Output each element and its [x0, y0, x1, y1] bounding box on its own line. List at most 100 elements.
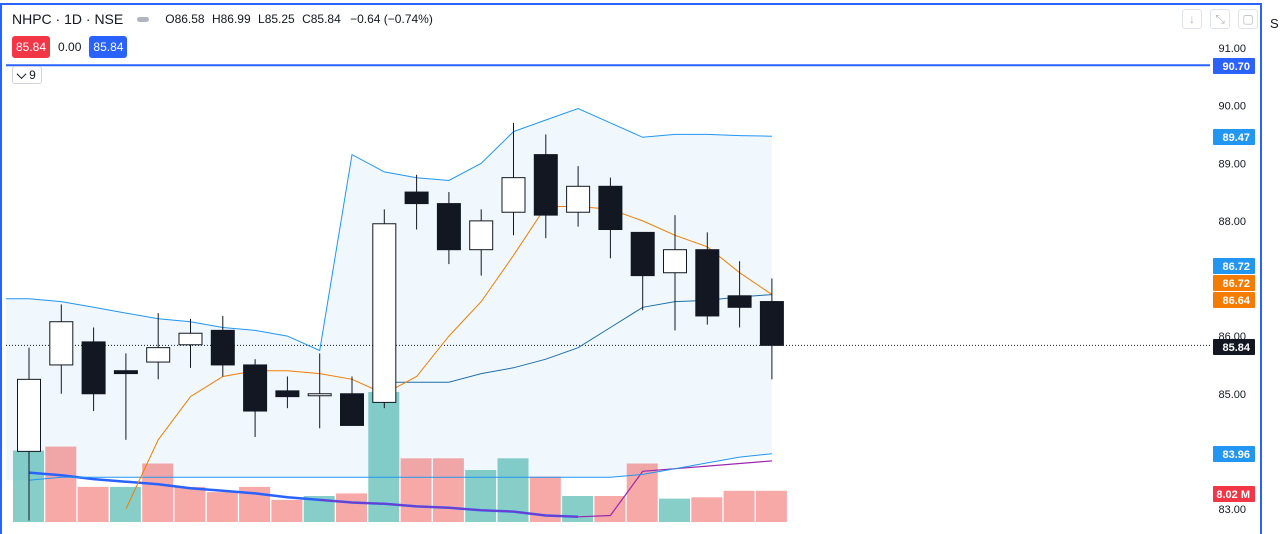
low-label: L: [258, 12, 265, 26]
candle-body: [243, 364, 268, 412]
volume-bar: [562, 496, 594, 522]
volume-bar: [142, 463, 174, 522]
volume-bar: [432, 458, 464, 522]
candle-body: [566, 185, 591, 213]
price-tag-box: [1213, 58, 1255, 74]
high-label: H: [211, 12, 221, 26]
price-tag-box: [1213, 258, 1255, 274]
candle-body: [501, 177, 526, 213]
market-status-icon: [137, 16, 150, 22]
price-tag: 86.72: [1213, 258, 1255, 274]
price-tag-box: [1213, 275, 1255, 291]
volume-bar: [45, 446, 77, 522]
candle-body: [275, 390, 300, 398]
candle: [275, 376, 300, 409]
y-tick-label: 90.00: [1218, 101, 1246, 113]
price-tag-label: 86.72: [1222, 278, 1250, 290]
fullscreen-icon[interactable]: ▢: [1238, 9, 1258, 29]
candle-body: [404, 191, 429, 205]
buy-button[interactable]: 85.84: [89, 36, 128, 58]
candle: [727, 261, 752, 328]
candle-body: [727, 295, 752, 308]
candle-body: [533, 154, 558, 216]
candle: [146, 313, 171, 380]
y-tick-label: 83.00: [1218, 504, 1246, 516]
symbol-title[interactable]: NHPC · 1D · NSE: [12, 11, 124, 27]
indicator-lines: [6, 64, 1210, 510]
volume-bar: [659, 498, 690, 522]
chevron-up-icon: [16, 68, 27, 79]
edge-label: S: [1270, 16, 1279, 31]
candle-body: [630, 231, 655, 277]
volume-bar: [77, 486, 109, 522]
indicators-count: 9: [29, 68, 36, 82]
candle-body: [210, 329, 235, 366]
open-label: O: [165, 12, 175, 26]
price-tag-box: [1213, 446, 1255, 462]
price-tag: 8.02 M: [1213, 486, 1255, 502]
candle: [372, 209, 397, 409]
candle-body: [436, 203, 461, 251]
candle: [210, 315, 235, 377]
candle: [501, 122, 526, 236]
candle-body: [759, 301, 784, 346]
collapse-icon[interactable]: ⤡: [1210, 9, 1230, 29]
chart-frame: [0, 3, 1262, 534]
spread-value: 0.00: [58, 40, 82, 54]
candle: [436, 192, 461, 265]
close-label: C: [302, 12, 311, 26]
volume-bar: [723, 490, 755, 522]
candle: [49, 304, 74, 394]
volume-bar: [271, 499, 303, 522]
arrow-down-icon[interactable]: ↓: [1182, 9, 1202, 29]
candle: [113, 353, 138, 440]
candles[interactable]: [17, 122, 784, 521]
candle-body: [663, 249, 687, 274]
candle: [307, 353, 332, 429]
candle: [17, 347, 41, 521]
ohlc-values: O86.58 H86.99 L85.25 C85.84 −0.64 (−0.74…: [165, 12, 433, 26]
bb-upper-line: [6, 107, 772, 352]
quote-buttons: 85.84 0.00 85.84: [12, 36, 128, 58]
candle: [759, 278, 784, 380]
price-tag-label: 83.96: [1222, 449, 1250, 461]
candle-body: [178, 332, 203, 346]
candle: [663, 215, 687, 331]
volume-bar: [109, 486, 141, 522]
price-tag-label: 85.84: [1222, 342, 1250, 354]
candle-body: [695, 249, 720, 317]
price-tag-label: 8.02 M: [1216, 489, 1250, 501]
volume-bar: [400, 458, 432, 522]
candle-body: [469, 220, 494, 251]
open-value: 86.58: [174, 12, 205, 26]
low-value: 85.25: [264, 12, 295, 26]
price-tag-box: [1213, 292, 1255, 308]
candle-body: [113, 370, 138, 375]
candle: [243, 359, 268, 437]
price-tag-label: 86.64: [1222, 295, 1250, 307]
price-tag: 86.64: [1213, 292, 1255, 308]
sell-button[interactable]: 85.84: [12, 36, 51, 58]
candle: [630, 231, 655, 311]
candle: [566, 166, 591, 227]
volume-bar: [755, 490, 787, 522]
y-tick-label: 85.00: [1218, 389, 1246, 401]
candle-body: [340, 393, 364, 426]
indicators-toggle-button[interactable]: 9: [12, 66, 42, 84]
candle-body: [307, 393, 332, 397]
price-tag-label: 90.70: [1222, 61, 1250, 73]
price-tag-label: 89.47: [1222, 132, 1250, 144]
candle-body: [17, 378, 41, 452]
y-tick-label: 89.00: [1218, 158, 1246, 170]
price-tag: 89.47: [1213, 129, 1255, 145]
candle: [404, 174, 429, 230]
volume-ma-line-secondary: [319, 499, 579, 518]
candle: [598, 177, 623, 259]
volume-bar: [206, 492, 238, 522]
change-value: −0.64 (−0.74%): [350, 12, 433, 26]
sma-line: [125, 206, 773, 510]
price-tag: 85.84: [1213, 339, 1255, 355]
candle-body: [49, 321, 74, 366]
price-tag-box: [1213, 486, 1255, 502]
